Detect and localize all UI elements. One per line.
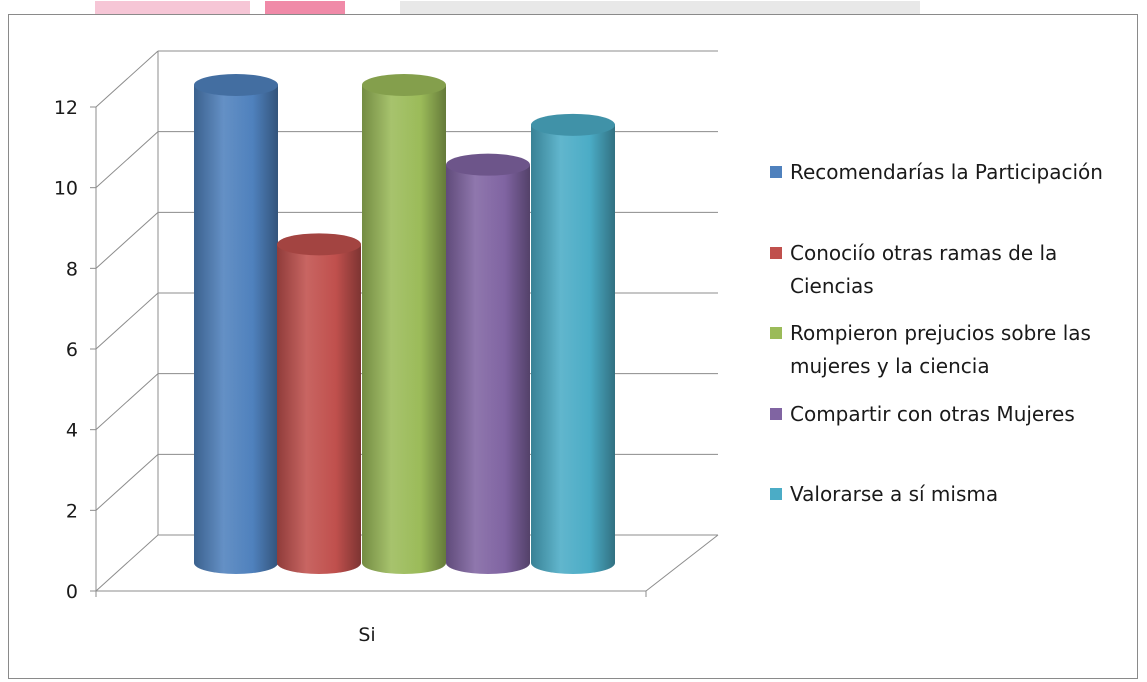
cylinder-body-2 <box>277 244 361 575</box>
legend-swatch-5 <box>770 488 782 500</box>
y-tick-label: 0 <box>66 581 78 603</box>
watermark-shapes <box>95 1 920 14</box>
gridline-side <box>95 131 159 189</box>
legend-label-1: Recomendarías la Participación <box>790 160 1103 184</box>
y-tick-label: 12 <box>54 97 78 119</box>
cylinder-top-4 <box>446 153 530 176</box>
gridline-side <box>95 453 159 511</box>
legend-label-2: Ciencias <box>790 274 874 298</box>
y-tick-label: 8 <box>66 258 78 280</box>
legend-swatch-1 <box>770 166 782 178</box>
y-tick-label: 2 <box>66 500 78 522</box>
watermark-strip <box>0 0 1147 14</box>
legend-swatch-2 <box>770 247 782 259</box>
chart-svg: 0 2 4 6 8 10 12 Si Recomendarías la Participació… <box>54 50 1103 646</box>
gridline-side <box>95 373 159 431</box>
gridline-side <box>95 534 159 592</box>
legend-label-4: Compartir con otras Mujeres <box>790 402 1075 426</box>
cylinder-body-4 <box>446 164 530 574</box>
y-tick-label: 4 <box>66 420 78 442</box>
cylinder-body-1 <box>194 85 278 574</box>
cylinder-top-1 <box>194 74 278 96</box>
cylinder-body-3 <box>362 85 446 574</box>
gridline-side <box>95 292 159 350</box>
y-tick-label: 6 <box>66 339 78 361</box>
legend-label-3: Rompieron prejucios sobre las <box>790 321 1091 345</box>
floor-right-edge <box>645 534 719 592</box>
cylinder-top-5 <box>531 113 615 136</box>
legend-swatch-3 <box>770 327 782 339</box>
cylinder-top-2 <box>277 233 361 256</box>
x-tick-label: Si <box>358 624 375 646</box>
cylinder-body-5 <box>531 124 615 574</box>
gridline-side <box>95 50 159 108</box>
legend-label-3: mujeres y la ciencia <box>790 354 990 378</box>
gridline-side <box>95 211 159 269</box>
y-tick-label: 10 <box>54 178 78 200</box>
legend-label-5: Valorarse a sí misma <box>790 482 998 506</box>
chart-area: 0 2 4 6 8 10 12 Si Recomendarías la Participació… <box>8 14 1138 679</box>
cylinder-top-3 <box>362 74 446 96</box>
legend-label-2: Conociío otras ramas de la <box>790 241 1057 265</box>
legend-swatch-4 <box>770 408 782 420</box>
